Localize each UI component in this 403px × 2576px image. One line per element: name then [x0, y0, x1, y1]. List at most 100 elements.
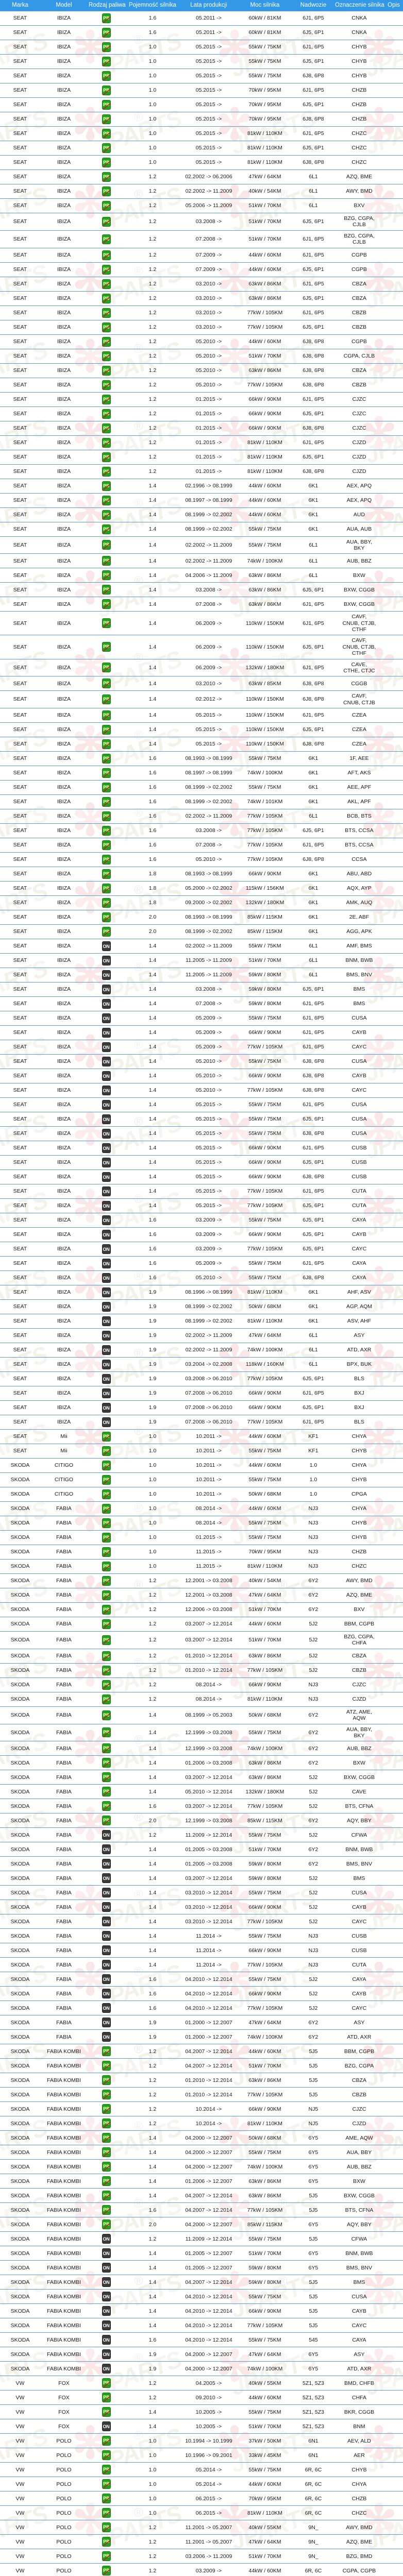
table-row[interactable]: SEAT IBIZA PB 2.0 08.1999 -> 02.2002 85kW / 1… — [0, 924, 403, 939]
table-row[interactable]: SEAT IBIZA ON 1.4 03.2008 -> 59kW / 80KM 6J5, … — [0, 982, 403, 997]
table-row[interactable]: SEAT IBIZA PB 1.2 05.2010 -> 44kW / 60KM 6J8, … — [0, 334, 403, 349]
table-row[interactable]: SKODA FABIA PB 1.6 03.2007 -> 12.2014 77kW / … — [0, 1799, 403, 1814]
table-row[interactable]: SEAT IBIZA PB 1.2 07.2009 -> 44kW / 60KM 6J5, … — [0, 262, 403, 277]
table-row[interactable]: SKODA FABIA ON 1.4 03.2010 -> 12.2014 55kW / … — [0, 1885, 403, 1901]
table-row[interactable]: SKODA FABIA KOMBI ON 1.4 04.2010 -> 12.2014 7… — [0, 2318, 403, 2333]
table-row[interactable]: SEAT IBIZA ON 1.4 05.2009 -> 55kW / 75KM 6J1, … — [0, 1011, 403, 1026]
table-row[interactable]: SEAT IBIZA PB 1.0 05.2015 -> 81kW / 110KM 6J8,… — [0, 155, 403, 170]
column-header-paliwo[interactable]: Rodzaj paliwa — [88, 0, 126, 11]
table-row[interactable]: SEAT IBIZA PB 1.6 08.1997 -> 08.1999 74kW / 1… — [0, 766, 403, 781]
table-row[interactable]: SKODA FABIA PB 1.4 03.2007 -> 12.2014 63kW / … — [0, 1770, 403, 1785]
table-row[interactable]: VW FOX PB 1.2 04.2005 -> 40kW / 55KM 5Z1, 5Z3 B… — [0, 2376, 403, 2391]
table-row[interactable]: SKODA FABIA KOMBI ON 1.4 04.2010 -> 12.2014 6… — [0, 2303, 403, 2319]
table-row[interactable]: SEAT IBIZA PB 1.4 08.1999 -> 02.2002 44kW / 6… — [0, 507, 403, 522]
table-row[interactable]: SKODA FABIA PB 1.2 03.2007 -> 12.2014 44kW / … — [0, 1617, 403, 1632]
table-row[interactable]: SEAT IBIZA ON 1.4 05.2010 -> 55kW / 75KM 6J8, … — [0, 1054, 403, 1069]
table-row[interactable]: SKODA FABIA KOMBI PB 1.2 04.2007 -> 12.2014 4… — [0, 2044, 403, 2059]
table-row[interactable]: SKODA FABIA PB 1.0 01.2015 -> 55kW / 75KM NJ3 C… — [0, 1530, 403, 1545]
table-row[interactable]: SEAT IBIZA PB 1.2 03.2010 -> 63kW / 86KM 6J5, … — [0, 291, 403, 306]
table-row[interactable]: SKODA FABIA KOMBI PB 2.0 04.2000 -> 12.2007 8… — [0, 2217, 403, 2232]
table-row[interactable]: SEAT IBIZA PB 1.2 01.2015 -> 66kW / 90KM 6J5, … — [0, 406, 403, 421]
table-row[interactable]: SEAT IBIZA ON 1.9 07.2008 -> 06.2010 66kW / 9… — [0, 1400, 403, 1415]
table-row[interactable]: SKODA FABIA ON 1.9 01.2000 -> 12.2007 47kW / … — [0, 2015, 403, 2030]
table-row[interactable]: SKODA FABIA ON 1.4 03.2010 -> 12.2014 77kW / … — [0, 1914, 403, 1929]
table-row[interactable]: SKODA FABIA KOMBI PB 1.4 01.2006 -> 12.2007 6… — [0, 2174, 403, 2189]
table-row[interactable]: SEAT IBIZA ON 1.9 03.2004 -> 02.2008 118kW / … — [0, 1357, 403, 1372]
table-row[interactable]: SEAT IBIZA PB 1.4 06.2009 -> 132kW / 180KM 6J1… — [0, 658, 403, 677]
table-row[interactable]: SEAT IBIZA ON 1.4 07.2008 -> 59kW / 80KM 6J1, … — [0, 996, 403, 1011]
table-row[interactable]: SEAT IBIZA PB 1.8 09.2000 -> 02.2002 132kW / … — [0, 895, 403, 910]
table-row[interactable]: SKODA FABIA PB 1.4 12.1999 -> 03.2008 55kW / … — [0, 1723, 403, 1742]
table-row[interactable]: SEAT IBIZA ON 1.4 05.2015 -> 66kW / 90KM 6J1, … — [0, 1141, 403, 1156]
table-row[interactable]: SEAT IBIZA PB 1.4 05.2015 -> 110kW / 150KM 6J8… — [0, 737, 403, 752]
table-row[interactable]: SKODA CITIGO PB 1.0 10.2011 -> 50kW / 68KM 1.0… — [0, 1487, 403, 1502]
table-row[interactable]: SEAT IBIZA PB 1.4 05.2015 -> 110kW / 150KM 6J5… — [0, 722, 403, 737]
table-row[interactable]: VW POLO PB 1.2 11.2001 -> 05.2007 47kW / 64KM… — [0, 2534, 403, 2550]
table-row[interactable]: SKODA FABIA ON 1.4 03.2010 -> 12.2014 66kW / … — [0, 1900, 403, 1915]
table-row[interactable]: SEAT IBIZA ON 1.9 08.1996 -> 08.1999 81kW / 1… — [0, 1285, 403, 1300]
table-row[interactable]: SEAT IBIZA PB 1.2 01.2015 -> 81kW / 110KM 6J5,… — [0, 449, 403, 465]
table-row[interactable]: SEAT IBIZA PB 1.4 02.1996 -> 08.1999 44kW / 6… — [0, 478, 403, 494]
table-row[interactable]: SEAT IBIZA ON 1.9 07.2008 -> 06.2010 66kW / 9… — [0, 1386, 403, 1401]
table-row[interactable]: SKODA FABIA ON 1.4 11.2014 -> 77kW / 105KM NJ3… — [0, 1957, 403, 1973]
table-row[interactable]: SKODA FABIA KOMBI PB 1.2 10.2014 -> 66kW / 90… — [0, 2102, 403, 2117]
table-row[interactable]: SEAT IBIZA ON 1.6 03.2009 -> 77kW / 105KM 6J5,… — [0, 1242, 403, 1257]
column-header-nadwozie[interactable]: Nadwozie — [293, 0, 334, 11]
table-row[interactable]: SKODA FABIA ON 1.4 03.2007 -> 12.2014 59kW / … — [0, 1871, 403, 1886]
table-row[interactable]: SKODA FABIA KOMBI PB 1.4 04.2000 -> 12.2007 5… — [0, 2145, 403, 2160]
table-row[interactable]: SKODA FABIA PB 1.2 01.2010 -> 12.2014 77kW / … — [0, 1663, 403, 1678]
table-row[interactable]: SEAT IBIZA ON 1.9 08.1999 -> 02.2002 81kW / 1… — [0, 1314, 403, 1329]
table-row[interactable]: SEAT IBIZA PB 2.0 08.1993 -> 08.1999 85kW / 1… — [0, 910, 403, 925]
table-row[interactable]: SKODA FABIA ON 1.4 01.2005 -> 03.2008 51kW / … — [0, 1842, 403, 1857]
table-row[interactable]: VW POLO PB 1.0 10.1996 -> 09.2001 33kW / 45KM… — [0, 2448, 403, 2463]
table-row[interactable]: VW POLO PB 1.2 03.2009 -> 44kW / 60KM 6R, 6C CG… — [0, 2563, 403, 2576]
table-row[interactable]: VW POLO PB 1.0 05.2014 -> 55kW / 75KM 6R, 6C CH… — [0, 2462, 403, 2478]
table-row[interactable]: SEAT IBIZA PB 1.4 02.2012 -> 110kW / 150KM 6J8… — [0, 690, 403, 708]
table-row[interactable]: SKODA CITIGO PB 1.0 10.2011 -> 55kW / 75KM 1.0… — [0, 1472, 403, 1487]
table-row[interactable]: SEAT IBIZA PB 1.2 03.2008 -> 51kW / 70KM 6J5, … — [0, 213, 403, 231]
table-row[interactable]: SKODA CITIGO PB 1.0 10.2011 -> 44kW / 60KM 1.0… — [0, 1458, 403, 1473]
table-row[interactable]: SEAT IBIZA ON 1.4 05.2015 -> 55kW / 75KM 6J5, … — [0, 1112, 403, 1127]
table-row[interactable]: SKODA FABIA KOMBI PB 1.6 04.2007 -> 12.2014 7… — [0, 2202, 403, 2218]
table-row[interactable]: SEAT IBIZA PB 1.2 02.2002 -> 11.2009 40kW / 5… — [0, 184, 403, 199]
table-row[interactable]: SKODA FABIA KOMBI ON 1.4 01.2005 -> 12.2007 5… — [0, 2246, 403, 2261]
table-row[interactable]: SKODA FABIA KOMBI PB 1.2 01.2010 -> 12.2014 6… — [0, 2073, 403, 2088]
table-row[interactable]: SKODA FABIA PB 1.0 11.2015 -> 70kW / 95KM NJ3 C… — [0, 1545, 403, 1560]
table-row[interactable]: SEAT IBIZA PB 1.2 05.2010 -> 77kW / 105KM 6J8,… — [0, 377, 403, 393]
table-row[interactable]: SKODA FABIA ON 1.4 11.2014 -> 66kW / 90KM NJ3 C… — [0, 1943, 403, 1958]
table-row[interactable]: SEAT IBIZA ON 1.9 08.1999 -> 02.2002 50kW / 6… — [0, 1299, 403, 1314]
table-row[interactable]: SEAT IBIZA ON 1.9 03.2008 -> 06.2010 77kW / 1… — [0, 1371, 403, 1386]
table-row[interactable]: SKODA FABIA KOMBI ON 1.9 04.2000 -> 12.2007 4… — [0, 2347, 403, 2362]
table-row[interactable]: VW POLO PB 1.0 06.2015 -> 70kW / 95KM 6R, 6C CH… — [0, 2491, 403, 2506]
table-row[interactable]: SKODA FABIA PB 1.4 12.1999 -> 03.2008 74kW / … — [0, 1741, 403, 1756]
table-row[interactable]: VW POLO PB 1.0 10.1994 -> 10.1999 37kW / 50KM… — [0, 2433, 403, 2449]
table-row[interactable]: SEAT IBIZA ON 1.4 05.2009 -> 66kW / 90KM 6J1, … — [0, 1025, 403, 1040]
table-row[interactable]: SKODA FABIA KOMBI PB 1.4 04.2000 -> 12.2007 5… — [0, 2130, 403, 2146]
table-row[interactable]: SEAT IBIZA ON 1.9 07.2008 -> 06.2010 77kW / 1… — [0, 1415, 403, 1430]
table-row[interactable]: SEAT IBIZA PB 1.2 05.2006 -> 11.2009 51kW / 7… — [0, 198, 403, 213]
table-row[interactable]: SEAT IBIZA PB 1.4 03.2008 -> 63kW / 86KM 6J5, … — [0, 582, 403, 598]
table-row[interactable]: SKODA FABIA ON 1.6 04.2010 -> 12.2014 55kW / … — [0, 1972, 403, 1987]
table-row[interactable]: SEAT IBIZA PB 1.2 01.2015 -> 66kW / 90KM 6J8, … — [0, 420, 403, 436]
table-row[interactable]: VW FOX PB 1.2 09.2010 -> 44kW / 60KM 5Z1, 5Z3 C… — [0, 2390, 403, 2405]
table-row[interactable]: SKODA FABIA ON 1.4 01.2005 -> 03.2008 59kW / … — [0, 1856, 403, 1872]
table-row[interactable]: SKODA FABIA ON 1.4 11.2014 -> 55kW / 75KM NJ3 C… — [0, 1928, 403, 1944]
table-row[interactable]: SEAT IBIZA ON 1.6 03.2009 -> 55kW / 75KM 6J5, … — [0, 1213, 403, 1228]
table-row[interactable]: SKODA FABIA PB 1.0 08.2014 -> 55kW / 75KM NJ3 C… — [0, 1516, 403, 1531]
table-row[interactable]: SKODA FABIA PB 1.4 05.2010 -> 12.2014 132kW /… — [0, 1784, 403, 1800]
table-row[interactable]: SEAT IBIZA PB 1.0 05.2015 -> 81kW / 110KM 6J1,… — [0, 126, 403, 141]
table-row[interactable]: SEAT IBIZA PB 1.4 02.2002 -> 11.2009 55kW / 7… — [0, 536, 403, 554]
table-row[interactable]: SEAT IBIZA PB 1.6 08.1999 -> 02.2002 55kW / 7… — [0, 780, 403, 795]
column-header-model[interactable]: Model — [40, 0, 88, 11]
table-row[interactable]: SEAT IBIZA PB 1.4 02.2002 -> 11.2009 74kW / 1… — [0, 553, 403, 569]
table-row[interactable]: SEAT IBIZA PB 1.2 03.2010 -> 63kW / 86KM 6J1, … — [0, 276, 403, 292]
table-row[interactable]: SEAT IBIZA PB 1.2 03.2010 -> 77kW / 105KM 6J5,… — [0, 319, 403, 335]
table-row[interactable]: SEAT IBIZA PB 1.6 03.2008 -> 77kW / 105KM 6J5,… — [0, 823, 403, 838]
table-row[interactable]: SKODA FABIA KOMBI ON 1.4 04.2010 -> 12.2014 5… — [0, 2289, 403, 2304]
table-row[interactable]: SKODA FABIA PB 1.4 08.1999 -> 05.2003 50kW / … — [0, 1706, 403, 1724]
table-row[interactable]: SEAT IBIZA ON 1.6 05.2010 -> 55kW / 75KM 6J8, … — [0, 1270, 403, 1285]
table-row[interactable]: SEAT IBIZA ON 1.4 02.2002 -> 11.2009 55kW / 7… — [0, 939, 403, 954]
table-row[interactable]: SEAT IBIZA PB 1.4 03.2010 -> 63kW / 85KM 6J8, … — [0, 676, 403, 691]
table-row[interactable]: SEAT IBIZA ON 1.4 05.2015 -> 77kW / 105KM 6J5,… — [0, 1198, 403, 1213]
table-row[interactable]: SEAT IBIZA PB 1.2 03.2010 -> 77kW / 105KM 6J1,… — [0, 305, 403, 320]
